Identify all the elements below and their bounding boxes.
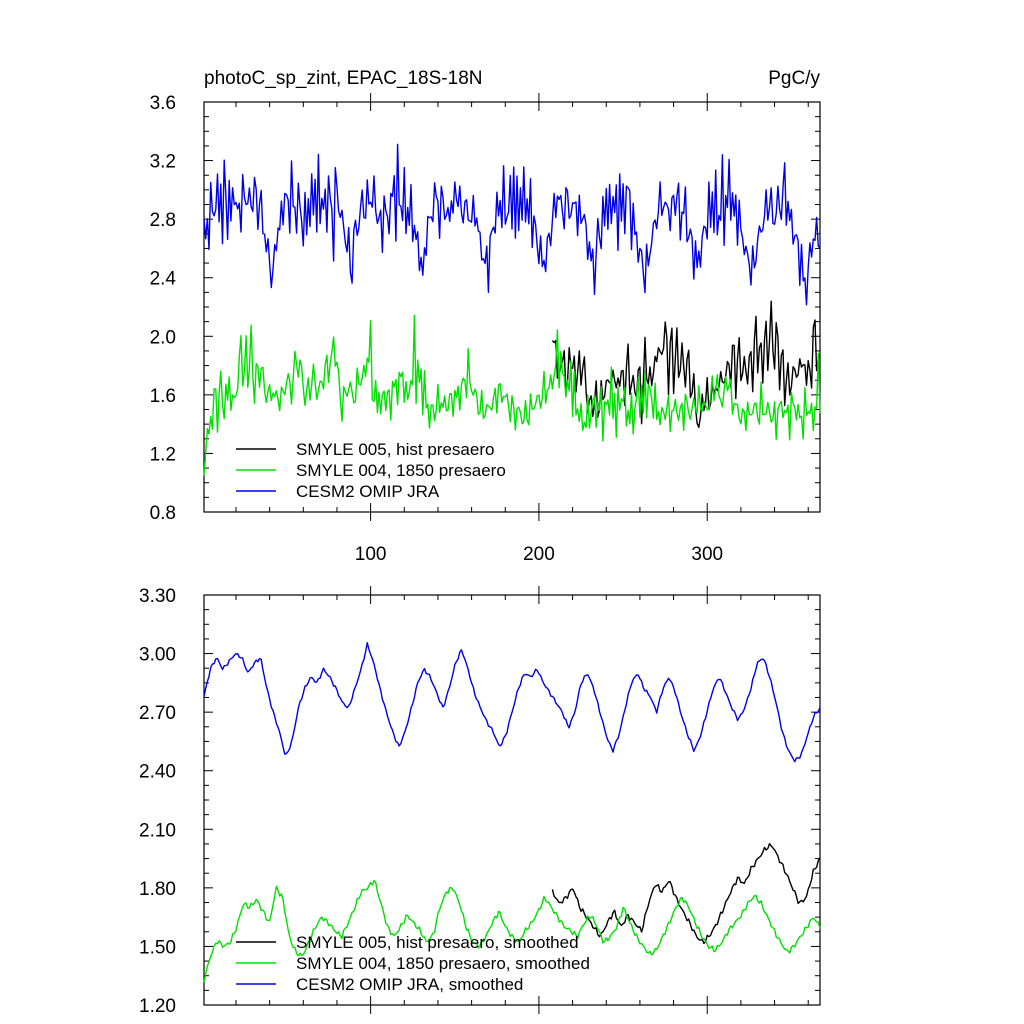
series-line-1 [203, 880, 821, 983]
legend-label-cesm2-smoothed: CESM2 OMIP JRA, smoothed [296, 975, 523, 994]
series-line-2 [203, 642, 821, 763]
legend-label-cesm2: CESM2 OMIP JRA [296, 482, 440, 501]
series-line-1 [203, 314, 821, 476]
y-tick-label: 2.40 [139, 762, 176, 783]
x-tick-label: 300 [691, 544, 723, 565]
y-tick-label: 2.0 [150, 327, 176, 348]
series-line-2 [203, 143, 821, 306]
y-tick-label: 1.50 [139, 937, 176, 958]
legend-label-smyle005-smoothed: SMYLE 005, hist presaero, smoothed [296, 933, 579, 952]
legend-label-smyle004-smoothed: SMYLE 004, 1850 presaero, smoothed [296, 954, 590, 973]
bottom-legend: SMYLE 005, hist presaero, smoothed SMYLE… [236, 933, 590, 994]
y-tick-label: 1.6 [150, 386, 176, 407]
bottom-ticks [204, 586, 820, 1014]
units-label: PgC/y [768, 68, 820, 89]
y-tick-label: 3.6 [150, 93, 176, 114]
top-legend: SMYLE 005, hist presaero SMYLE 004, 1850… [236, 440, 506, 501]
top-tick-labels: 0.8 1.2 1.6 2.0 2.4 2.8 3.2 3.6 100 200 300 [150, 93, 724, 565]
x-tick-label: 200 [523, 544, 555, 565]
top-panel: 0.8 1.2 1.6 2.0 2.4 2.8 3.2 3.6 100 200 300 photoC… [150, 68, 821, 565]
y-tick-label: 2.70 [139, 703, 176, 724]
x-tick-label: 100 [355, 544, 387, 565]
y-tick-label: 2.8 [150, 210, 176, 231]
y-tick-label: 3.2 [150, 152, 176, 173]
y-tick-label: 3.30 [139, 586, 176, 607]
bottom-panel: 1.20 1.50 1.80 2.10 2.40 2.70 3.00 3.30 SMYLE 0… [139, 586, 821, 1017]
y-tick-label: 1.80 [139, 879, 176, 900]
bottom-tick-labels: 1.20 1.50 1.80 2.10 2.40 2.70 3.00 3.30 [139, 586, 176, 1017]
y-tick-label: 2.10 [139, 820, 176, 841]
legend-label-smyle004: SMYLE 004, 1850 presaero [296, 461, 506, 480]
y-tick-label: 2.4 [150, 269, 177, 290]
y-tick-label: 3.00 [139, 645, 176, 666]
series-line-0 [551, 843, 821, 945]
bottom-series-lines [203, 642, 821, 983]
chart-title: photoC_sp_zint, EPAC_18S-18N [204, 68, 482, 89]
y-tick-label: 1.2 [150, 444, 176, 465]
y-tick-label: 1.20 [139, 996, 176, 1017]
series-line-0 [551, 300, 821, 429]
legend-label-smyle005: SMYLE 005, hist presaero [296, 440, 494, 459]
y-tick-label: 0.8 [150, 503, 176, 524]
top-series-lines [203, 143, 821, 476]
